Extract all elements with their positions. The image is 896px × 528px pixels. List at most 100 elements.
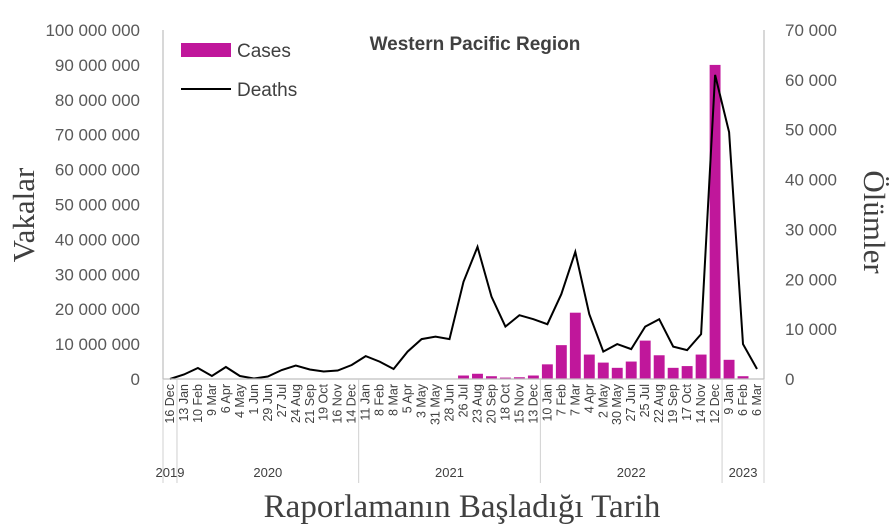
year-label: 2019 — [156, 465, 185, 480]
x-tick-label: 31 May — [429, 383, 443, 425]
x-tick-label: 5 Apr — [401, 384, 415, 413]
y-tick-label: 80 000 000 — [55, 91, 140, 110]
cases-bar — [611, 367, 623, 379]
x-tick-label: 24 Aug — [289, 384, 303, 423]
cases-bar — [695, 354, 707, 379]
cases-bar — [555, 345, 567, 379]
cases-bar — [486, 376, 497, 379]
y-tick-label: 90 000 000 — [55, 56, 140, 75]
x-tick-label: 14 Nov — [694, 383, 708, 423]
y-tick-label: 0 — [131, 370, 140, 389]
x-tick-label: 3 May — [415, 383, 429, 418]
x-tick-label: 8 Mar — [387, 384, 401, 416]
year-label: 2022 — [617, 465, 646, 480]
chart-title: Western Pacific Region — [370, 34, 581, 55]
y-tick-label: 40 000 000 — [55, 230, 140, 249]
legend-cases-swatch — [181, 43, 231, 57]
cases-bar — [709, 64, 721, 380]
cases-bar — [625, 361, 637, 379]
cases-bar — [569, 312, 581, 379]
x-tick-label: 7 Feb — [554, 384, 568, 416]
x-tick-label: 13 Dec — [526, 384, 540, 424]
year-label: 2021 — [435, 465, 464, 480]
year-label: 2020 — [253, 465, 282, 480]
y2-tick-label: 70 000 — [785, 21, 837, 40]
x-tick-label: 20 Sep — [484, 384, 498, 424]
x-tick-label: 27 Jun — [624, 384, 638, 422]
y2-tick-label: 50 000 — [785, 121, 837, 140]
y-tick-label: 60 000 000 — [55, 161, 140, 180]
x-tick-label: 11 Jan — [359, 384, 373, 421]
y-tick-label: 70 000 000 — [55, 126, 140, 145]
y-tick-label: 100 000 000 — [45, 21, 140, 40]
cases-bar — [513, 377, 525, 379]
x-tick-label: 2 May — [596, 383, 610, 418]
x-tick-label: 18 Oct — [498, 383, 512, 420]
x-tick-label: 16 Dec — [163, 384, 177, 424]
x-tick-label: 9 Mar — [205, 384, 219, 416]
x-tick-label: 1 Jun — [247, 384, 261, 415]
y-tick-label: 20 000 000 — [55, 300, 140, 319]
cases-bar — [737, 376, 749, 379]
x-tick-label: 4 Apr — [582, 384, 596, 413]
cases-bar — [723, 359, 735, 379]
x-tick-label: 26 Jul — [457, 384, 471, 417]
x-tick-label: 7 Mar — [568, 384, 582, 416]
x-tick-label: 17 Oct — [680, 383, 694, 420]
cases-bar — [667, 367, 679, 379]
x-tick-label: 28 Jun — [443, 384, 457, 422]
cases-bars — [458, 64, 749, 380]
right-axis-ticks: 0 10 000 20 000 30 000 40 000 50 000 60 000 70 … — [785, 21, 837, 389]
x-tick-label: 13 Jan — [177, 384, 191, 422]
year-labels: 2019 2020 2021 2022 2023 — [156, 379, 765, 483]
x-tick-label: 10 Feb — [191, 384, 205, 423]
cases-bar — [499, 377, 511, 379]
x-tick-label: 19 Sep — [666, 384, 680, 424]
x-tick-label: 29 Jun — [261, 384, 275, 422]
x-tick-label: 14 Dec — [345, 384, 359, 424]
x-tick-label: 8 Feb — [373, 384, 387, 416]
x-tick-label: 12 Dec — [708, 384, 722, 424]
cases-bar — [527, 375, 539, 379]
deaths-line — [169, 74, 758, 380]
x-tick-label: 19 Oct — [317, 383, 331, 420]
y2-tick-label: 0 — [785, 370, 794, 389]
y-axis-title: Vakalar — [6, 167, 41, 262]
x-tick-label: 27 Jul — [275, 384, 289, 417]
x-tick-label: 6 Mar — [750, 384, 764, 416]
x-tick-label: 30 May — [610, 383, 624, 425]
cases-bar — [583, 354, 595, 379]
y2-tick-label: 10 000 — [785, 320, 837, 339]
x-tick-label: 15 Nov — [512, 383, 526, 423]
x-tick-label: 6 Apr — [219, 384, 233, 413]
cases-bar — [653, 355, 665, 379]
x-tick-label: 6 Feb — [736, 384, 750, 416]
x-tick-label: 9 Jan — [722, 384, 736, 415]
cases-bar — [681, 366, 693, 379]
x-tick-label: 23 Aug — [470, 384, 484, 423]
cases-bar — [639, 340, 651, 379]
x-tick-label: 25 Jul — [638, 384, 652, 417]
x-axis-title: Raporlamanın Başladığı Tarih — [264, 489, 661, 525]
y2-tick-label: 20 000 — [785, 270, 837, 289]
cases-bar — [541, 364, 553, 379]
left-axis-ticks: 0 10 000 000 20 000 000 30 000 000 40 000 00… — [45, 21, 140, 389]
x-tick-label: 4 May — [233, 383, 247, 418]
x-tick-label: 10 Jan — [540, 384, 554, 422]
x-tick-label: 21 Sep — [303, 384, 317, 424]
cases-bar — [597, 362, 609, 379]
y2-axis-title: Ölümler — [857, 170, 892, 274]
legend-cases-label: Cases — [237, 41, 291, 62]
y2-tick-label: 30 000 — [785, 220, 837, 239]
legend-deaths-label: Deaths — [237, 80, 297, 101]
x-tick-label: 16 Nov — [331, 383, 345, 423]
y-tick-label: 50 000 000 — [55, 196, 140, 215]
y2-tick-label: 60 000 — [785, 71, 837, 90]
cases-bar — [472, 373, 483, 379]
x-axis-ticks: 16 Dec 13 Jan 10 Feb 9 Mar 6 Apr 4 May 1 Jun 29… — [163, 383, 764, 425]
y-tick-label: 30 000 000 — [55, 265, 140, 284]
cases-bar — [458, 375, 469, 379]
y-tick-label: 10 000 000 — [55, 335, 140, 354]
x-tick-label: 22 Aug — [652, 384, 666, 423]
